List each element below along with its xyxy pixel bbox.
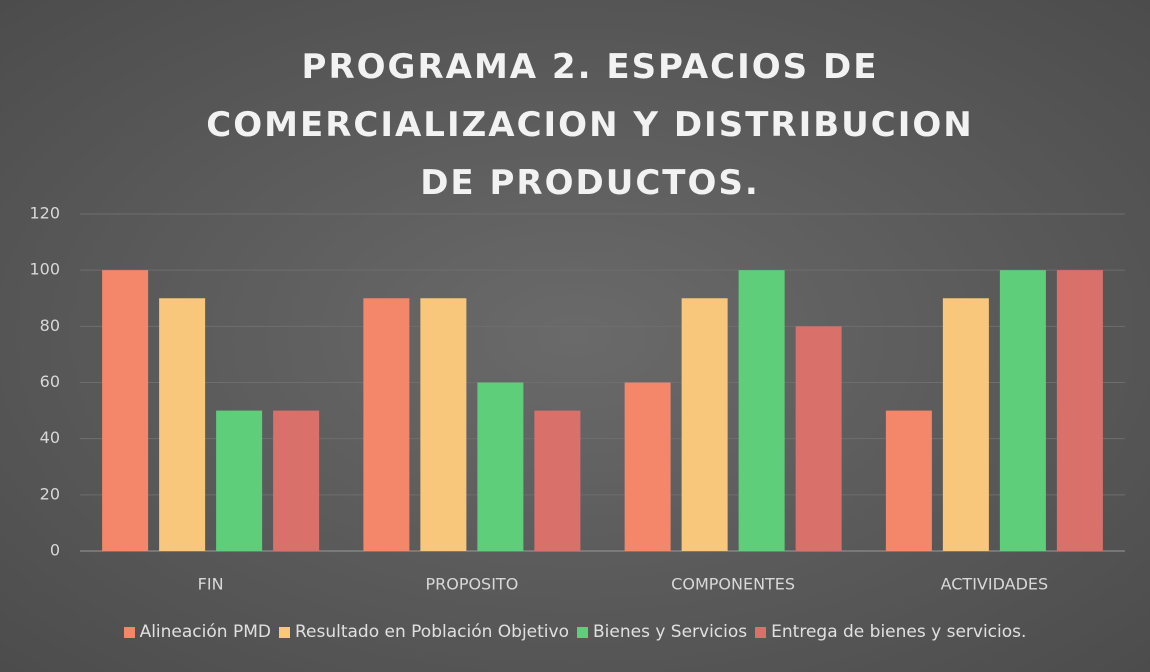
bar bbox=[363, 298, 410, 551]
bar bbox=[420, 298, 467, 551]
legend-label: Resultado en Población Objetivo bbox=[294, 622, 569, 642]
bar bbox=[477, 382, 524, 551]
x-tick-label: PROPOSITO bbox=[425, 575, 518, 594]
bar bbox=[942, 298, 989, 551]
bar bbox=[885, 410, 932, 551]
bar bbox=[102, 270, 149, 551]
legend-swatch bbox=[278, 626, 290, 638]
legend-item: Bienes y Servicios bbox=[576, 622, 748, 642]
y-tick-label: 0 bbox=[50, 541, 60, 560]
bar bbox=[795, 326, 842, 551]
chart-title: PROGRAMA 2. ESPACIOS DE COMERCIALIZACION… bbox=[206, 47, 974, 203]
bar bbox=[216, 410, 263, 551]
y-tick-label: 60 bbox=[40, 372, 60, 391]
legend-item: Resultado en Población Objetivo bbox=[278, 622, 569, 642]
bar bbox=[681, 298, 728, 551]
legend-label: Entrega de bienes y servicios. bbox=[771, 622, 1027, 642]
bar bbox=[999, 270, 1046, 551]
legend-label: Bienes y Servicios bbox=[592, 622, 748, 642]
legend-swatch bbox=[576, 626, 588, 638]
bar bbox=[273, 410, 320, 551]
legend-swatch bbox=[123, 626, 135, 638]
bar bbox=[738, 270, 785, 551]
legend-swatch bbox=[755, 626, 767, 638]
y-tick-label: 100 bbox=[29, 260, 60, 279]
legend-item: Entrega de bienes y servicios. bbox=[755, 622, 1026, 642]
x-tick-label: ACTIVIDADES bbox=[941, 575, 1049, 594]
bar bbox=[534, 410, 581, 551]
bar bbox=[159, 298, 206, 551]
y-tick-label: 120 bbox=[29, 204, 60, 223]
x-tick-label: FIN bbox=[198, 575, 224, 594]
legend-item: Alineación PMD bbox=[123, 622, 271, 642]
bar bbox=[1056, 270, 1103, 551]
bar bbox=[624, 382, 671, 551]
x-tick-label: COMPONENTES bbox=[671, 575, 795, 594]
y-tick-label: 40 bbox=[40, 428, 60, 447]
y-tick-label: 20 bbox=[40, 484, 60, 503]
legend: Alineación PMD Resultado en Población Obj… bbox=[0, 622, 1150, 642]
y-tick-label: 80 bbox=[40, 316, 60, 335]
legend-label: Alineación PMD bbox=[139, 622, 271, 642]
